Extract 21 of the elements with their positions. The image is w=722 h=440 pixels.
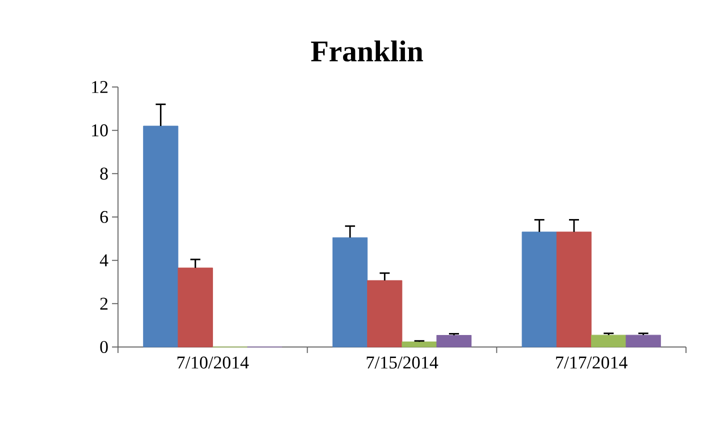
bar bbox=[626, 334, 661, 348]
y-tick-label: 4 bbox=[100, 254, 108, 266]
y-tick-label: 0 bbox=[100, 340, 108, 354]
y-tick-label: 2 bbox=[100, 298, 108, 310]
x-tick-label: 7/17/2014 bbox=[556, 356, 628, 369]
bar bbox=[178, 268, 213, 348]
bar bbox=[332, 237, 368, 348]
bar bbox=[556, 232, 592, 348]
y-tick-label: 10 bbox=[92, 124, 108, 136]
bar bbox=[591, 334, 626, 348]
bar bbox=[402, 342, 437, 348]
bar bbox=[436, 335, 472, 348]
bar bbox=[367, 280, 402, 348]
y-tick-label: 12 bbox=[92, 81, 108, 93]
y-tick-label: 6 bbox=[100, 210, 108, 224]
x-tick-label: 7/10/2014 bbox=[178, 356, 249, 369]
y-tick-label: 8 bbox=[100, 168, 108, 180]
bar bbox=[522, 232, 557, 348]
bar bbox=[143, 126, 178, 348]
x-tick-label: 7/15/2014 bbox=[366, 356, 438, 369]
chart-title: Franklin bbox=[311, 40, 424, 62]
